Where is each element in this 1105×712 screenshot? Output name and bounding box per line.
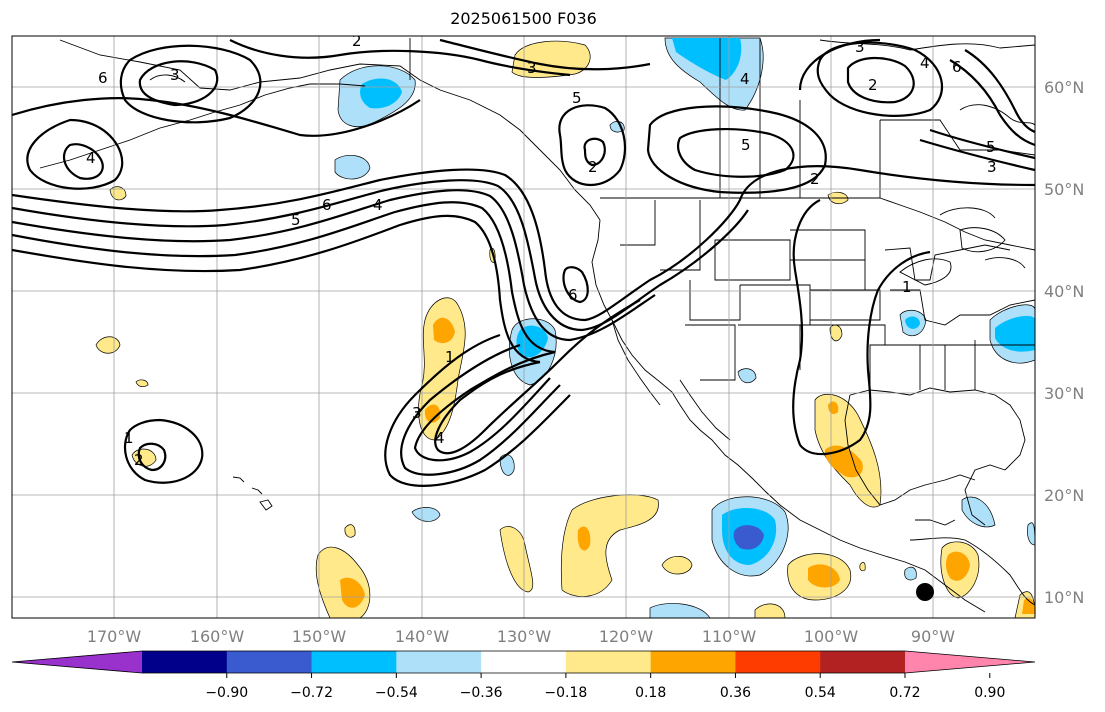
- lon-label: 170°W: [87, 627, 142, 646]
- contour-label: 6: [568, 286, 578, 304]
- lat-label: 40°N: [1044, 282, 1084, 301]
- colorbar-tick-label: −0.18: [544, 685, 587, 701]
- colorbar-under-triangle: [12, 651, 142, 673]
- map-border: [11, 35, 1036, 619]
- contour-label: 2: [134, 451, 144, 469]
- contour-label: 4: [86, 149, 96, 167]
- colorbar-bin: [650, 651, 736, 673]
- contour-label: 6: [98, 69, 108, 87]
- contour-label: 1: [124, 429, 134, 447]
- lon-label: 160°W: [190, 627, 245, 646]
- lon-label: 120°W: [599, 627, 654, 646]
- colorbar-bin: [311, 651, 397, 673]
- lon-label: 150°W: [292, 627, 347, 646]
- location-marker: [916, 583, 934, 601]
- colorbar-outline: [11, 650, 1036, 674]
- colorbar-tick-label: 0.90: [974, 685, 1005, 701]
- contour-label-group: 6 3 3 2 4 3 4 5 6 2 5 3 2 4 5 6 4 5 6 2 …: [86, 32, 997, 469]
- colorbar-tick-label: 0.18: [635, 685, 666, 701]
- colorbar-tick-label: −0.90: [205, 685, 248, 701]
- contour-label: 4: [740, 70, 750, 88]
- map-title: 2025061500 F036: [450, 9, 597, 28]
- colorbar: −0.90 −0.72 −0.54 −0.36 −0.18 0.18 0.36 0.54 0.7…: [11, 650, 1036, 701]
- contour-label: 1: [445, 348, 455, 366]
- contour-label: 6: [322, 196, 332, 214]
- colorbar-tick-label: −0.54: [375, 685, 418, 701]
- colorbar-tick-label: 0.72: [889, 685, 920, 701]
- contour-label: 4: [373, 196, 383, 214]
- contour-label: 5: [572, 89, 582, 107]
- contour-label: 3: [527, 59, 537, 77]
- contour-lines: [12, 38, 1035, 487]
- lat-label: 60°N: [1044, 78, 1084, 97]
- contour-label: 4: [920, 54, 930, 72]
- contour-label: 5: [741, 136, 751, 154]
- colorbar-tick-label: −0.36: [460, 685, 503, 701]
- colorbar-tick-label: 0.54: [805, 685, 836, 701]
- contour-label: 2: [588, 158, 598, 176]
- lat-label: 20°N: [1044, 486, 1084, 505]
- contour-label: 3: [170, 66, 180, 84]
- contour-label: 2: [352, 32, 362, 50]
- colorbar-over-triangle: [905, 651, 1035, 673]
- contour-label: 6: [952, 58, 962, 76]
- contour-label: 3: [987, 158, 997, 176]
- colorbar-bin: [481, 651, 567, 673]
- contour-label: 2: [810, 170, 820, 188]
- contour-label: 1: [902, 278, 912, 296]
- colorbar-bin: [565, 651, 652, 673]
- colorbar-bin: [735, 651, 821, 673]
- lon-label: 110°W: [702, 627, 757, 646]
- lon-label: 140°W: [395, 627, 450, 646]
- lon-label: 130°W: [497, 627, 552, 646]
- lon-label: 90°W: [911, 627, 955, 646]
- lon-label: 100°W: [804, 627, 859, 646]
- colorbar-tick-label: −0.72: [290, 685, 333, 701]
- colorbar-bin: [820, 651, 906, 673]
- lat-label: 50°N: [1044, 180, 1084, 199]
- contour-label: 2: [868, 76, 878, 94]
- contour-label: 3: [412, 404, 422, 422]
- lat-label: 30°N: [1044, 384, 1084, 403]
- latitude-labels: 60°N 50°N 40°N 30°N 20°N 10°N: [1044, 78, 1084, 607]
- contour-label: 5: [986, 138, 996, 156]
- longitude-labels: 170°W 160°W 150°W 140°W 130°W 120°W 110°…: [87, 627, 955, 646]
- colorbar-bin: [226, 651, 313, 673]
- colorbar-bin: [396, 651, 482, 673]
- colorbar-tick-label: 0.36: [720, 685, 751, 701]
- graticule: [12, 36, 1035, 618]
- lat-label: 10°N: [1044, 588, 1084, 607]
- colorbar-bin: [142, 651, 228, 673]
- contour-label: 4: [435, 429, 445, 447]
- coastlines: [39, 38, 1035, 613]
- contour-label: 3: [855, 38, 865, 56]
- contour-label: 5: [291, 211, 301, 229]
